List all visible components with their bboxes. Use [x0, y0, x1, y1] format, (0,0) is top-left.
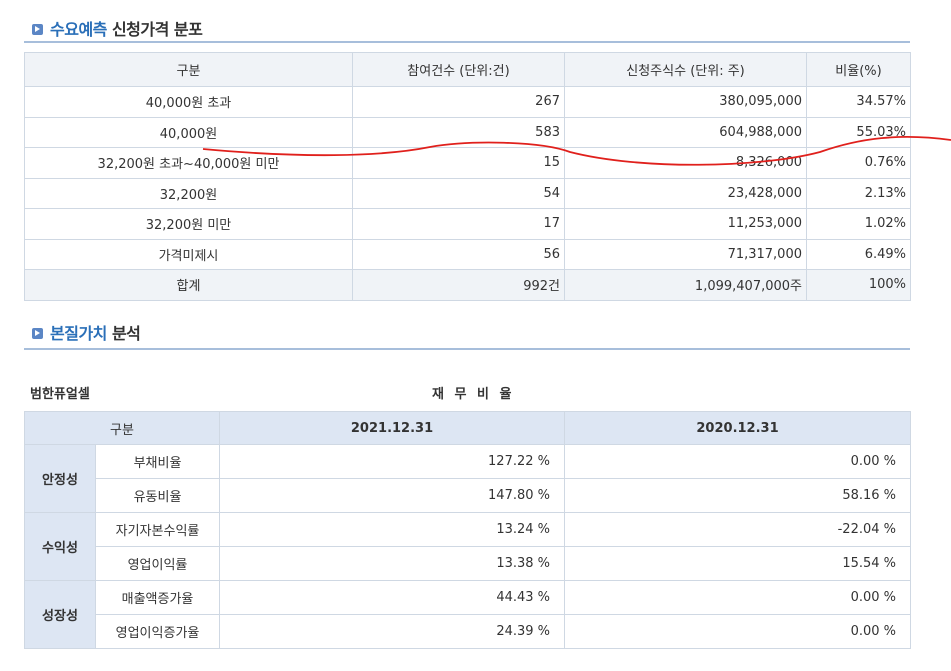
section-title-highlight: 수요예측: [50, 20, 107, 39]
financial-ratio-title: 재 무 비 율: [432, 387, 515, 402]
table-cell: 32,200원 미만: [24, 208, 353, 240]
column-header: 신청주식수 (단위: 주): [564, 52, 807, 87]
table-cell: 합계: [24, 269, 353, 301]
table-row: 수익성 자기자본수익률 13.24 % -22.04 %: [24, 512, 912, 581]
table-cell: 40,000원 초과: [24, 86, 353, 118]
column-header: 구분: [23, 411, 221, 445]
table-cell: 부채비율: [94, 444, 221, 479]
table-header-row: 구분 참여건수 (단위:건) 신청주식수 (단위: 주) 비율(%): [24, 52, 911, 87]
table-cell: -22.04 %: [564, 512, 912, 547]
table-cell: 127.22 %: [219, 444, 566, 479]
table-cell: 17: [352, 208, 565, 240]
table-cell: 44.43 %: [219, 580, 566, 615]
bullet-arrow-icon: [32, 328, 43, 339]
section-title-intrinsic-value: 본질가치 분석: [24, 320, 910, 343]
table-cell: 55.03%: [806, 116, 911, 148]
table-cell: 0.00 %: [564, 580, 912, 615]
table-cell: 147.80 %: [219, 478, 566, 513]
table-cell: 267: [352, 86, 565, 118]
bullet-arrow-icon: [32, 24, 43, 35]
table-cell: 34.57%: [806, 86, 911, 118]
section-divider: [24, 348, 910, 350]
table-cell: 100%: [806, 269, 911, 301]
table-cell: 영업이익률: [94, 546, 221, 581]
table-row: 성장성 매출액증가율 44.43 % 0.00 %: [24, 580, 912, 649]
table-cell: 583: [352, 116, 565, 148]
table-cell: 1,099,407,000주: [564, 269, 807, 301]
table-cell: 40,000원: [24, 116, 353, 148]
table-row: 안정성 부채비율 127.22 % 0.00 %: [24, 444, 912, 513]
table-cell: 1.02%: [806, 208, 911, 240]
column-header: 참여건수 (단위:건): [352, 52, 565, 87]
table-cell: 32,200원: [24, 177, 353, 209]
group-label: 안정성: [24, 444, 96, 513]
table-cell: 992건: [352, 269, 565, 301]
group-label: 수익성: [24, 512, 96, 581]
table-cell: 24.39 %: [219, 614, 566, 649]
section-title-demand-forecast: 수요예측 신청가격 분포: [24, 16, 910, 39]
section-title-rest: 분석: [106, 324, 141, 343]
table-row: 40,000원 583 604,988,000 55.03%: [24, 116, 911, 148]
company-name: 범한퓨얼셀: [30, 387, 90, 402]
table-row: 유동비율 147.80 % 58.16 %: [25, 478, 912, 513]
table-cell: 8,326,000: [564, 147, 807, 179]
table-total-row: 합계 992건 1,099,407,000주 100%: [24, 269, 911, 301]
table-cell: 2.13%: [806, 177, 911, 209]
table-cell: 매출액증가율: [94, 580, 221, 615]
section-title-highlight: 본질가치: [50, 324, 107, 343]
table-cell: 영업이익증가율: [94, 614, 221, 649]
table-cell: 13.38 %: [219, 546, 566, 581]
column-header: 구분: [24, 52, 353, 87]
table-cell: 0.00 %: [564, 444, 912, 479]
table-cell: 0.76%: [806, 147, 911, 179]
table-row: 40,000원 초과 267 380,095,000 34.57%: [24, 86, 911, 118]
table-cell: 380,095,000: [564, 86, 807, 118]
table-row: 32,200원 미만 17 11,253,000 1.02%: [24, 208, 911, 240]
table-cell: 32,200원 초과~40,000원 미만: [24, 147, 353, 179]
section-title-rest: 신청가격 분포: [106, 20, 203, 39]
table-header-row: 구분 2021.12.31 2020.12.31: [23, 411, 912, 445]
table-cell: 54: [352, 177, 565, 209]
table-cell: 23,428,000: [564, 177, 807, 209]
financial-ratio-table: 구분 2021.12.31 2020.12.31 안정성 부채비율 127.22…: [23, 411, 912, 649]
table-row: 영업이익률 13.38 % 15.54 %: [25, 546, 912, 581]
section-divider: [24, 41, 910, 43]
table-cell: 15: [352, 147, 565, 179]
table-cell: 11,253,000: [564, 208, 807, 240]
table-cell: 15.54 %: [564, 546, 912, 581]
price-distribution-table: 구분 참여건수 (단위:건) 신청주식수 (단위: 주) 비율(%) 40,00…: [24, 52, 911, 301]
table-cell: 자기자본수익률: [94, 512, 221, 547]
table-row: 가격미제시 56 71,317,000 6.49%: [24, 238, 911, 270]
table-row: 32,200원 54 23,428,000 2.13%: [24, 177, 911, 209]
table-cell: 604,988,000: [564, 116, 807, 148]
table-cell: 0.00 %: [564, 614, 912, 649]
table-cell: 유동비율: [94, 478, 221, 513]
table-row: 32,200원 초과~40,000원 미만 15 8,326,000 0.76%: [24, 147, 911, 179]
table-cell: 71,317,000: [564, 238, 807, 270]
column-header: 비율(%): [806, 52, 911, 87]
table-cell: 13.24 %: [219, 512, 566, 547]
table-cell: 6.49%: [806, 238, 911, 270]
table-row: 영업이익증가율 24.39 % 0.00 %: [25, 614, 912, 649]
group-label: 성장성: [24, 580, 96, 649]
table-cell: 가격미제시: [24, 238, 353, 270]
table-cell: 56: [352, 238, 565, 270]
column-header: 2020.12.31: [564, 411, 912, 445]
table-cell: 58.16 %: [564, 478, 912, 513]
column-header: 2021.12.31: [219, 411, 566, 445]
